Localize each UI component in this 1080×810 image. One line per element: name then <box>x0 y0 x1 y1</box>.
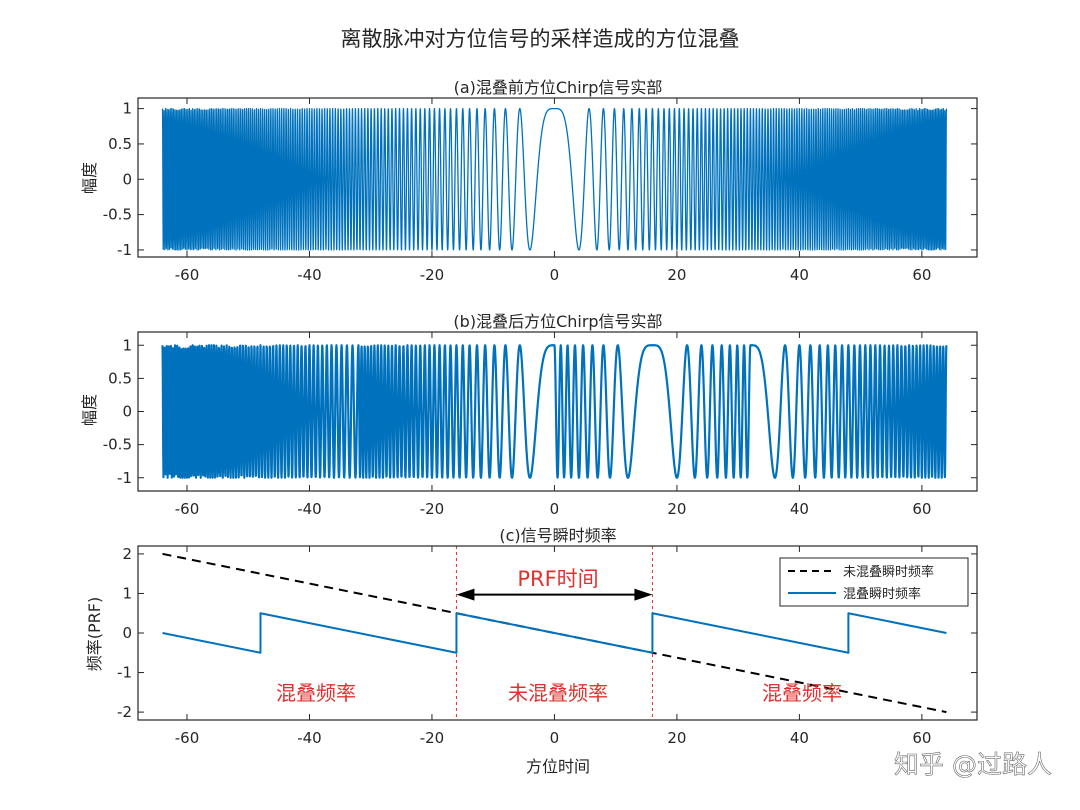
panel-a-ytick-label: -1 <box>117 241 132 259</box>
panel-c-ytick-label: 2 <box>122 545 132 563</box>
panel-a-xtick-label: 40 <box>790 266 809 284</box>
legend: 未混叠瞬时频率 混叠瞬时频率 <box>779 557 969 607</box>
watermark: 知乎 @过路人 <box>894 750 1052 779</box>
panel-c-ytick-label: -2 <box>117 703 132 721</box>
panel-a-xtick-label: -20 <box>420 266 445 284</box>
panel-c-ytick-label: -1 <box>117 664 132 682</box>
prf-arrow-head-left <box>456 588 475 601</box>
unaliased-frequency-line <box>162 552 947 714</box>
panel-c-xtick-label: 20 <box>667 729 686 747</box>
panel-b-xtick-label: 40 <box>790 500 809 518</box>
prf-arrow-head-right <box>634 588 653 601</box>
panel-c-xtick-label: 0 <box>550 729 560 747</box>
panel-a-plot <box>161 107 948 251</box>
legend-label-aliased: 混叠瞬时频率 <box>843 586 921 602</box>
panel-b-ytick-label: 0 <box>122 403 132 421</box>
panel-b-ylabel: 幅度 <box>80 394 99 426</box>
panel-a-frame <box>137 97 978 258</box>
panel-a-ytick-label: 0.5 <box>108 135 132 153</box>
panel-a: (a)混叠前方位Chirp信号实部 幅度 -60 -40 -20 0 20 40 60 1 0.… <box>80 78 978 284</box>
panel-b-ytick-label: 1 <box>122 336 132 354</box>
panel-b-ytick-label: 0.5 <box>108 369 132 387</box>
panel-c-ytick-label: 1 <box>122 584 132 602</box>
panel-b-plot <box>161 344 948 479</box>
figure-title: 离散脉冲对方位信号的采样造成的方位混叠 <box>341 27 740 51</box>
panel-a-xtick-label: -60 <box>175 266 200 284</box>
panel-c-xlabel: 方位时间 <box>526 757 590 776</box>
region-label-center: 未混叠频率 <box>508 681 608 705</box>
panel-a-title: (a)混叠前方位Chirp信号实部 <box>454 78 663 97</box>
panel-a-series-line <box>161 107 948 251</box>
panel-a-axes: -60 -40 -20 0 20 40 60 1 0.5 0 -0.5 -1 <box>103 97 978 284</box>
panel-a-xtick-label: -40 <box>297 266 322 284</box>
panel-c-axes: -60 -40 -20 0 20 40 60 2 1 0 -1 -2 <box>117 545 978 747</box>
prf-time-label: PRF时间 <box>517 567 598 591</box>
panel-a-ylabel: 幅度 <box>80 162 99 194</box>
region-label-left: 混叠频率 <box>276 681 356 705</box>
panel-a-xtick-label: 0 <box>550 266 560 284</box>
legend-label-unaliased: 未混叠瞬时频率 <box>843 564 934 580</box>
panel-b-axes: -60 -40 -20 0 20 40 60 1 0.5 0 -0.5 -1 <box>103 331 978 518</box>
panel-b-xtick-label: 20 <box>667 500 686 518</box>
panel-b-xtick-label: -20 <box>420 500 445 518</box>
panel-c-xtick-label: -40 <box>297 729 322 747</box>
panel-c-plot <box>162 546 947 720</box>
panel-b-xtick-label: -60 <box>175 500 200 518</box>
panel-b: (b)混叠后方位Chirp信号实部 幅度 -60 -40 -20 0 20 40 60 1 0.… <box>80 312 978 518</box>
panel-b-title: (b)混叠后方位Chirp信号实部 <box>453 312 662 331</box>
panel-a-ytick-label: -0.5 <box>103 206 132 224</box>
panel-a-ytick-label: 0 <box>122 170 132 188</box>
aliased-frequency-line <box>162 612 947 654</box>
panel-a-xtick-label: 20 <box>667 266 686 284</box>
panel-b-xtick-label: -40 <box>297 500 322 518</box>
panel-c-xtick-label: 60 <box>912 729 931 747</box>
region-label-right: 混叠频率 <box>762 681 842 705</box>
panel-a-xtick-label: 60 <box>912 266 931 284</box>
panel-b-ytick-label: -0.5 <box>103 436 132 454</box>
panel-c-title: (c)信号瞬时频率 <box>499 526 616 545</box>
panel-a-ytick-label: 1 <box>122 100 132 118</box>
legend-box <box>779 557 969 607</box>
panel-c: (c)信号瞬时频率 频率(PRF) 方位时间 -60 -40 -20 0 20 40 602… <box>85 526 978 776</box>
panel-c-xtick-label: -60 <box>175 729 200 747</box>
panel-c-ylabel: 频率(PRF) <box>85 597 104 671</box>
panel-c-xtick-label: -20 <box>420 729 445 747</box>
panel-b-ytick-label: -1 <box>117 469 132 487</box>
panel-c-xtick-label: 40 <box>790 729 809 747</box>
panel-b-xtick-label: 60 <box>912 500 931 518</box>
panel-c-ytick-label: 0 <box>122 624 132 642</box>
panel-b-series-line <box>161 344 948 479</box>
panel-b-xtick-label: 0 <box>550 500 560 518</box>
